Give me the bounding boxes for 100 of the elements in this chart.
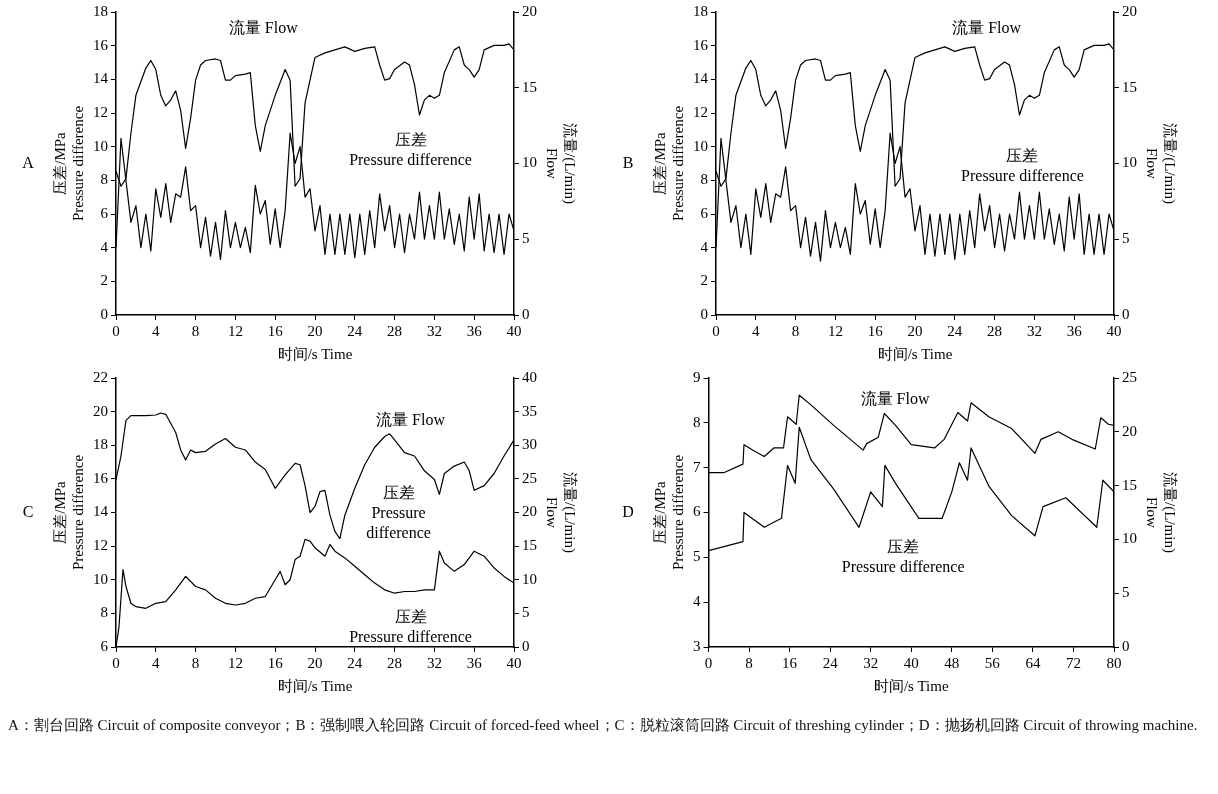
series-label: 流量 Flow <box>376 411 446 429</box>
y-tick-label: 14 <box>93 503 109 520</box>
x-axis-title: 时间/s Time <box>877 345 953 362</box>
y2-tick-label: 0 <box>522 637 530 654</box>
y-tick-label: 20 <box>93 402 108 419</box>
y2-tick-label: 25 <box>1122 368 1137 385</box>
x-tick-label: 20 <box>907 322 923 339</box>
x-tick-label: 24 <box>822 654 839 671</box>
x-tick-label: 24 <box>347 322 363 339</box>
y2-tick-label: 20 <box>522 503 537 520</box>
y-tick-label: 4 <box>100 238 109 255</box>
y2-tick-label: 10 <box>522 154 537 171</box>
y2-tick-label: 20 <box>1122 2 1137 19</box>
series-label: 流量 Flow <box>228 19 299 37</box>
x-tick-label: 40 <box>506 654 522 671</box>
y2-tick-label: 0 <box>522 305 530 322</box>
series-label: 流量 Flow <box>952 19 1022 37</box>
y2-tick-label: 15 <box>1122 476 1137 493</box>
x-tick-label: 32 <box>426 654 442 671</box>
x-tick-label: 56 <box>984 654 1001 671</box>
y2-axis-title: 流量/(L/min) Flow <box>1144 472 1179 553</box>
x-tick-label: 16 <box>867 322 884 339</box>
y-tick-label: 18 <box>93 2 108 19</box>
y2-tick-label: 25 <box>522 469 537 486</box>
x-tick-label: 8 <box>191 322 200 339</box>
y-tick-label: 22 <box>93 368 108 385</box>
y-tick-label: 10 <box>693 137 708 154</box>
x-tick-label: 80 <box>1106 654 1122 671</box>
x-tick-label: 0 <box>112 654 120 671</box>
x-tick-label: 32 <box>863 654 879 671</box>
x-tick-label: 28 <box>987 322 1003 339</box>
x-tick-label: 4 <box>152 654 161 671</box>
text: 压差 Pressure difference <box>349 607 472 645</box>
y-tick-label: 8 <box>100 171 108 188</box>
y-tick-label: 16 <box>93 36 109 53</box>
y-tick-label: 12 <box>93 103 108 120</box>
x-tick-label: 40 <box>903 654 919 671</box>
x-tick-label: 36 <box>466 654 483 671</box>
y-tick-label: 14 <box>93 70 109 87</box>
x-tick-label: 16 <box>782 654 798 671</box>
x-tick-label: 48 <box>944 654 960 671</box>
x-tick-label: 8 <box>791 322 800 339</box>
y-tick-label: 18 <box>93 436 108 453</box>
y2-tick-label: 10 <box>522 570 537 587</box>
y-tick-label: 12 <box>93 537 108 554</box>
x-tick-label: 40 <box>1106 322 1122 339</box>
x-tick-label: 8 <box>191 654 200 671</box>
y-axis-title: 压差/MPa Pressure difference <box>51 105 86 222</box>
x-tick-label: 32 <box>1026 322 1042 339</box>
y-tick-label: 4 <box>700 238 709 255</box>
y-tick-label: 2 <box>700 272 708 289</box>
series-label: 流量 Flow <box>860 389 930 407</box>
y-tick-label: 9 <box>693 368 701 385</box>
text: A <box>22 153 35 171</box>
y-tick-label: 8 <box>693 413 701 430</box>
y2-tick-label: 0 <box>1122 305 1130 322</box>
text: C <box>22 502 34 520</box>
y2-tick-label: 5 <box>522 230 530 247</box>
x-tick-label: 0 <box>112 322 120 339</box>
x-tick-label: 8 <box>745 654 753 671</box>
text: B <box>622 153 634 171</box>
text: D <box>622 502 634 520</box>
y2-tick-label: 10 <box>1122 530 1137 547</box>
y2-axis-title: 流量/(L/min) Flow <box>1144 123 1179 204</box>
y-tick-label: 10 <box>93 137 108 154</box>
x-tick-label: 40 <box>506 322 522 339</box>
series-label: 压差 Pressure difference <box>841 537 965 575</box>
y-tick-label: 3 <box>693 637 701 654</box>
y-tick-label: 16 <box>693 36 709 53</box>
x-tick-label: 4 <box>752 322 761 339</box>
y-tick-label: 6 <box>100 637 109 654</box>
y2-tick-label: 15 <box>522 537 537 554</box>
x-tick-label: 16 <box>267 654 284 671</box>
x-tick-label: 64 <box>1025 654 1041 671</box>
x-axis-title: 时间/s Time <box>277 345 353 362</box>
x-tick-label: 24 <box>947 322 963 339</box>
y-tick-label: 6 <box>700 204 709 221</box>
y2-tick-label: 15 <box>522 78 537 95</box>
y2-tick-label: 5 <box>1122 230 1130 247</box>
y2-tick-label: 20 <box>1122 422 1137 439</box>
y2-tick-label: 20 <box>522 2 537 19</box>
y-tick-label: 8 <box>700 171 708 188</box>
y2-axis-title: 流量/(L/min) Flow <box>544 123 579 204</box>
x-axis-title: 时间/s Time <box>873 677 949 694</box>
annotation: 压差 Pressure difference <box>366 483 431 541</box>
x-tick-label: 20 <box>307 654 323 671</box>
y-tick-label: 12 <box>693 103 708 120</box>
y-axis-title: 压差/MPa Pressure difference <box>651 105 686 222</box>
text: A：割台回路 Circuit of composite conveyor；B：强制喂入轮回路 Circuit of forced-feed wheel；C：脱粒滚筒回路 Circuit of threshing cylinder；D：抛扬机回路 Circuit of throwing machine. <box>8 716 1199 735</box>
y-tick-label: 0 <box>100 305 108 322</box>
y2-tick-label: 5 <box>1122 584 1130 601</box>
x-tick-label: 20 <box>307 322 323 339</box>
x-tick-label: 12 <box>227 654 243 671</box>
x-tick-label: 28 <box>387 654 403 671</box>
y-tick-label: 2 <box>100 272 108 289</box>
x-tick-label: 0 <box>712 322 720 339</box>
x-tick-label: 12 <box>227 322 243 339</box>
y-axis-title: 压差/MPa Pressure difference <box>651 454 686 571</box>
y-tick-label: 6 <box>100 204 109 221</box>
y-tick-label: 18 <box>693 2 708 19</box>
